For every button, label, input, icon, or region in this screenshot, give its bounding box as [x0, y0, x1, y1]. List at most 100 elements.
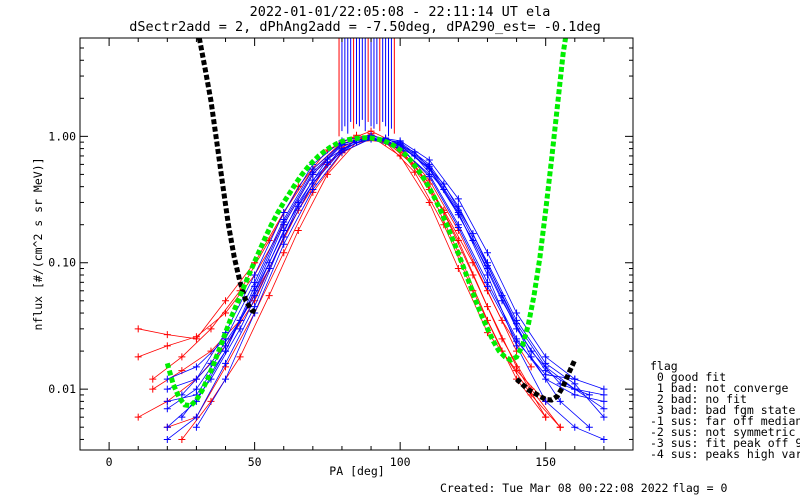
blue-trace-point: [251, 271, 259, 279]
x-tick-label: 50: [248, 455, 262, 469]
blue-trace-point: [483, 282, 491, 290]
red-trace-point: [425, 198, 433, 206]
blue-trace-point: [222, 375, 230, 383]
blue-trace-point: [542, 353, 550, 361]
legend-item: 3 bad: bad fgm state: [650, 403, 795, 417]
blue-trace-point: [454, 224, 462, 232]
blue-trace-line-0: [167, 138, 604, 428]
red-trace-point: [527, 363, 535, 371]
blue-trace-point: [542, 363, 550, 371]
legend-title: flag: [650, 359, 678, 373]
red-trace-point: [556, 423, 564, 431]
red-trace-point: [163, 342, 171, 350]
blue-trace-point: [309, 185, 317, 193]
blue-trace-point: [571, 423, 579, 431]
blue-trace-point: [542, 371, 550, 379]
blue-trace-point: [192, 423, 200, 431]
blue-trace-point: [280, 218, 288, 226]
red-trace-line-4: [138, 130, 517, 352]
x-tick-label: 0: [106, 455, 113, 469]
blue-trace-point: [251, 282, 259, 290]
blue-trace-point: [323, 159, 331, 167]
blue-trace-point: [222, 359, 230, 367]
blue-trace-point: [483, 271, 491, 279]
blue-trace-point: [483, 262, 491, 270]
x-axis-label: PA [deg]: [329, 464, 384, 478]
red-trace-point: [192, 335, 200, 343]
blue-trace-point: [280, 208, 288, 216]
blue-trace-point: [513, 320, 521, 328]
blue-trace-point: [513, 337, 521, 345]
blue-trace-point: [527, 353, 535, 361]
blue-trace-point: [236, 325, 244, 333]
legend-item: -3 sus: fit peak off 90: [650, 436, 800, 450]
legend-item: 0 good fit: [650, 370, 726, 384]
blue-trace-point: [338, 148, 346, 156]
red-trace-point: [222, 297, 230, 305]
blue-trace-point: [600, 435, 608, 443]
red-trace-point: [134, 325, 142, 333]
blue-trace-point: [294, 202, 302, 210]
blue-trace-point: [585, 391, 593, 399]
green-fit-line: [164, 38, 569, 409]
legend-item: 1 bad: not converge: [650, 381, 789, 395]
spike-lines: [338, 38, 395, 137]
red-trace-point: [236, 353, 244, 361]
blue-trace-point: [513, 309, 521, 317]
legend-item: -1 sus: far off median: [650, 414, 800, 428]
y-tick-label: 1.00: [48, 129, 76, 143]
footer-flag: flag = 0: [672, 481, 727, 495]
y-axis-ticks: 0.01 0.10 1.00: [48, 37, 633, 440]
blue-trace-point: [483, 249, 491, 257]
black-fit-right: [514, 358, 578, 403]
y-tick-label: 0.10: [48, 256, 76, 270]
blue-trace-point: [454, 195, 462, 203]
red-trace-point: [163, 331, 171, 339]
blue-trace-point: [280, 240, 288, 248]
blue-trace-point: [425, 156, 433, 164]
red-trace-point: [454, 265, 462, 273]
red-trace-point: [149, 375, 157, 383]
red-trace-point: [178, 435, 186, 443]
plot-frame: [79, 37, 634, 451]
footer-created: Created: Tue Mar 08 00:22:08 2022: [440, 481, 668, 495]
blue-trace-point: [600, 413, 608, 421]
blue-trace-point: [571, 385, 579, 393]
black-fit-left: [196, 38, 259, 316]
x-tick-label: 150: [535, 455, 556, 469]
red-trace-point: [542, 413, 550, 421]
blue-trace-point: [425, 164, 433, 172]
blue-trace-point: [309, 168, 317, 176]
x-tick-label: 100: [390, 455, 411, 469]
red-trace-point: [294, 226, 302, 234]
red-trace-line-6: [152, 134, 532, 380]
blue-trace-point: [222, 347, 230, 355]
blue-trace-point: [600, 397, 608, 405]
blue-trace-point: [600, 405, 608, 413]
blue-trace-point: [178, 413, 186, 421]
blue-trace-point: [163, 423, 171, 431]
blue-trace-point: [556, 397, 564, 405]
red-trace-point: [323, 170, 331, 178]
blue-trace-point: [192, 375, 200, 383]
red-trace-point: [498, 335, 506, 343]
red-trace-point: [149, 385, 157, 393]
chart-title: 2022-01-01/22:05:08 - 22:11:14 UT ela: [250, 4, 551, 20]
plot-area: [134, 38, 608, 443]
flag-legend: flag 0 good fit 1 bad: not converge 2 ba…: [650, 359, 800, 461]
blue-trace-point: [454, 208, 462, 216]
blue-trace-point: [163, 385, 171, 393]
y-tick-label: 0.01: [48, 382, 76, 396]
blue-trace-point: [440, 180, 448, 188]
black-fit-curve: [196, 38, 578, 403]
blue-trace-point: [600, 391, 608, 399]
red-trace-point: [469, 259, 477, 267]
blue-trace-point: [425, 173, 433, 181]
blue-trace-point: [163, 397, 171, 405]
red-trace-point: [280, 249, 288, 257]
blue-trace-point: [192, 363, 200, 371]
red-trace-point: [207, 325, 215, 333]
chart-subtitle: dSectr2add = 2, dPhAng2add = -7.50deg, d…: [129, 19, 600, 35]
red-trace-point: [178, 353, 186, 361]
